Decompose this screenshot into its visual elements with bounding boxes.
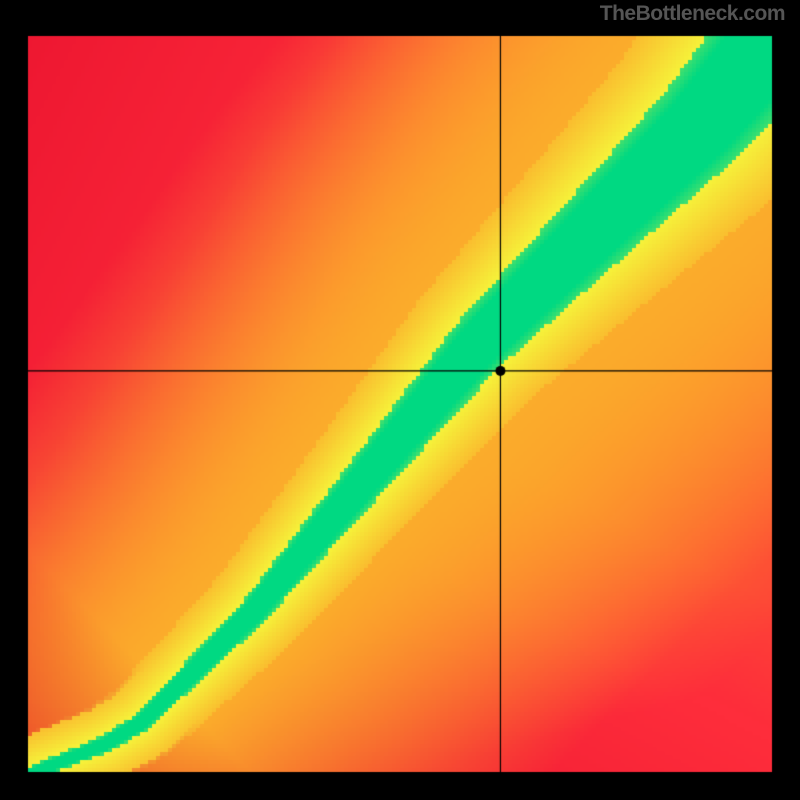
chart-container: TheBottleneck.com [0, 0, 800, 800]
bottleneck-heatmap [0, 0, 800, 800]
watermark-text: TheBottleneck.com [600, 2, 785, 26]
